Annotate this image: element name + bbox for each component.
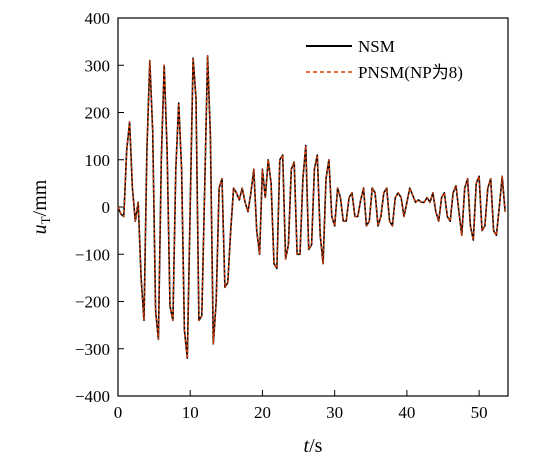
y-tick-label: 300 — [85, 56, 111, 75]
x-tick-label: 0 — [114, 403, 123, 422]
legend-label-pnsm: PNSM(NP为8) — [358, 63, 463, 82]
y-tick-label: 400 — [85, 9, 111, 28]
y-axis-title: uT/mm — [29, 179, 53, 234]
x-tick-label: 20 — [254, 403, 271, 422]
y-tick-label: 0 — [102, 198, 111, 217]
x-axis-title-symbol: t — [304, 435, 310, 457]
y-tick-label: −100 — [75, 245, 110, 264]
x-tick-label: 40 — [398, 403, 415, 422]
series-line-nsm — [117, 54, 506, 360]
y-tick-label: 100 — [85, 151, 111, 170]
x-axis-title-unit: /s — [309, 435, 323, 457]
y-axis-title-subscript: T — [38, 216, 53, 224]
series-layer — [117, 54, 506, 360]
x-tick-label: 50 — [471, 403, 488, 422]
legend-label-nsm: NSM — [358, 37, 395, 56]
x-axis-title: t/s — [304, 435, 323, 457]
y-tick-label: −200 — [75, 293, 110, 312]
y-tick-label: 200 — [85, 104, 111, 123]
plot-area: 0 10 20 30 40 50 400 300 200 100 0 −100 −200 −300 −40… — [75, 9, 509, 422]
y-axis-title-unit: /mm — [29, 179, 51, 216]
y-tick-label: −400 — [75, 387, 110, 406]
y-tick-label: −300 — [75, 340, 110, 359]
series-line-pnsm — [117, 55, 506, 359]
y-axis-ticks: 400 300 200 100 0 −100 −200 −300 −400 — [75, 9, 124, 406]
y-axis-title-symbol: u — [29, 224, 51, 234]
legend: NSM PNSM(NP为8) — [306, 37, 463, 82]
x-axis-ticks: 0 10 20 30 40 50 — [114, 390, 488, 422]
x-tick-label: 30 — [326, 403, 343, 422]
x-tick-label: 10 — [182, 403, 199, 422]
